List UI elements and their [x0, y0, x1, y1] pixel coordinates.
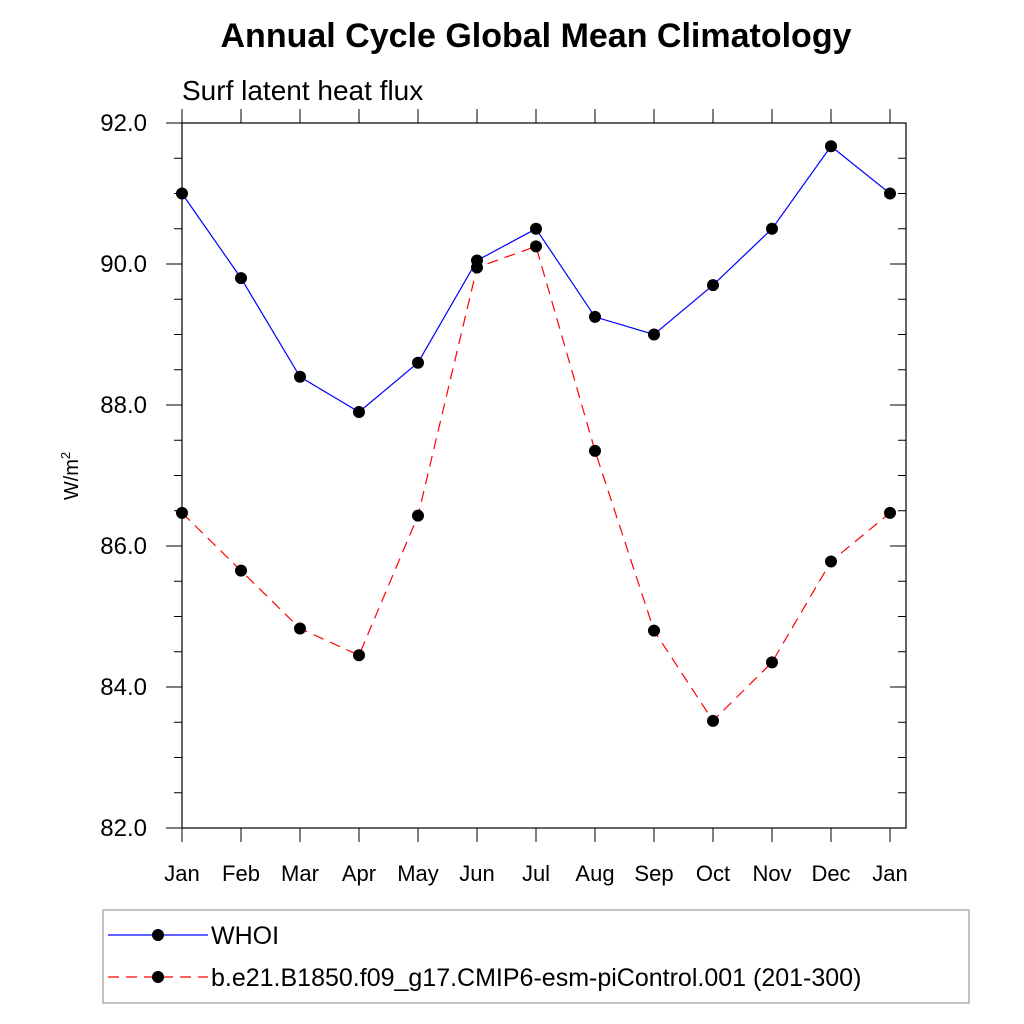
data-point-cesm — [235, 564, 247, 577]
y-tick-label: 92.0 — [100, 110, 147, 137]
data-point-cesm — [412, 509, 424, 522]
data-point-whoi — [294, 370, 306, 383]
data-point-whoi — [825, 140, 837, 153]
y-tick-label: 84.0 — [100, 674, 147, 701]
x-tick-label: Mar — [281, 861, 319, 886]
legend-marker-whoi — [152, 929, 164, 941]
x-tick-label: Aug — [575, 861, 614, 886]
data-point-whoi — [176, 187, 188, 200]
x-tick-label: Jun — [459, 861, 494, 886]
x-tick-label: Dec — [811, 861, 850, 886]
data-point-cesm — [589, 444, 601, 457]
data-point-cesm — [766, 656, 778, 669]
data-point-whoi — [884, 187, 896, 200]
plot-frame — [181, 122, 907, 829]
y-axis-label-base: W/m — [61, 459, 83, 500]
data-point-cesm — [648, 624, 660, 637]
y-tick-label: 90.0 — [100, 251, 147, 278]
data-point-whoi — [235, 272, 247, 285]
legend-label-cesm: b.e21.B1850.f09_g17.CMIP6-esm-piControl.… — [211, 964, 861, 992]
data-point-cesm — [176, 506, 188, 519]
legend-marker-cesm — [152, 971, 164, 983]
x-tick-label: Nov — [752, 861, 791, 886]
data-point-whoi — [412, 356, 424, 369]
data-point-cesm — [353, 649, 365, 662]
data-point-whoi — [530, 222, 542, 235]
data-point-whoi — [353, 406, 365, 419]
series-line-cesm — [181, 245, 891, 722]
data-point-cesm — [707, 714, 719, 727]
chart-title: Annual Cycle Global Mean Climatology — [221, 17, 852, 55]
x-tick-label: Jan — [872, 861, 907, 886]
plot-area: 82.0 84.0 86.0 88.0 90.0 92.0 Jan Feb Mar Apr May J… — [100, 109, 908, 886]
data-point-whoi — [766, 222, 778, 235]
x-tick-label: Apr — [342, 861, 376, 886]
x-tick-label: May — [397, 861, 439, 886]
legend: WHOI b.e21.B1850.f09_g17.CMIP6-esm-piCon… — [102, 909, 970, 1004]
data-point-cesm — [825, 555, 837, 568]
x-tick-label: Feb — [222, 861, 260, 886]
y-axis-label: W/m2 — [58, 452, 83, 500]
data-point-cesm — [530, 240, 542, 253]
legend-label-whoi: WHOI — [211, 922, 279, 950]
data-point-cesm — [471, 261, 483, 274]
data-point-whoi — [648, 328, 660, 341]
series-line-whoi — [181, 145, 891, 413]
svg-text:W/m2: W/m2 — [58, 452, 83, 500]
y-tick-label: 86.0 — [100, 533, 147, 560]
x-tick-label: Oct — [696, 861, 730, 886]
legend-box — [102, 909, 970, 1004]
x-tick-label: Jul — [522, 861, 550, 886]
data-point-whoi — [589, 310, 601, 323]
x-tick-label: Jan — [164, 861, 199, 886]
y-tick-label: 88.0 — [100, 392, 147, 419]
y-axis-label-superscript: 2 — [58, 452, 73, 459]
chart-subtitle: Surf latent heat flux — [182, 75, 423, 106]
x-tick-label: Sep — [634, 861, 673, 886]
data-point-cesm — [294, 622, 306, 635]
y-tick-label: 82.0 — [100, 815, 147, 842]
data-point-whoi — [707, 279, 719, 292]
data-point-cesm — [884, 506, 896, 519]
